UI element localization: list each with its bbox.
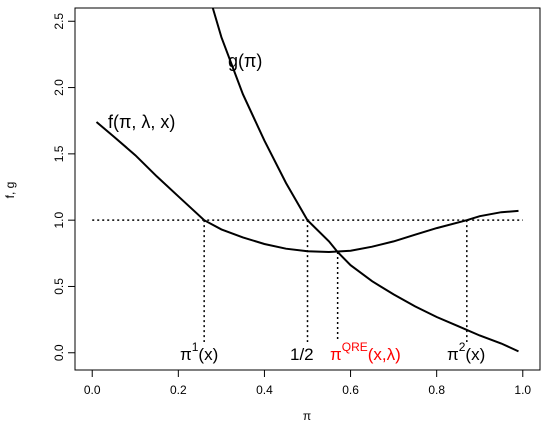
annotation: π2(x)	[447, 340, 485, 364]
x-tick-label: 0.0	[84, 383, 101, 397]
x-tick-label: 0.6	[342, 383, 359, 397]
annotation: πQRE(x,λ)	[330, 340, 401, 364]
annotation-after: (x,λ)	[368, 345, 401, 364]
annotation-text: π	[180, 345, 192, 364]
x-tick-label: 0.4	[256, 383, 273, 397]
plot-box	[74, 7, 541, 371]
x-tick-label: 0.8	[428, 383, 445, 397]
x-tick-label: 1.0	[514, 383, 531, 397]
x-axis-label: π	[303, 409, 311, 423]
curve-label: f(π, λ, x)	[108, 112, 175, 132]
y-tick-label: 0.5	[52, 278, 66, 295]
annotation-text: π	[330, 345, 342, 364]
curve-label: g(π)	[228, 51, 262, 71]
x-tick-label: 0.2	[170, 383, 187, 397]
y-axis-label: f, g	[3, 182, 17, 199]
y-tick-label: 1.5	[52, 145, 66, 162]
annotation-sup: 2	[459, 340, 466, 354]
annotation: 1/2	[290, 345, 314, 364]
y-tick-label: 2.5	[52, 13, 66, 30]
annotation-text: π	[447, 345, 459, 364]
y-tick-label: 0.0	[52, 344, 66, 361]
y-tick-label: 1.0	[52, 211, 66, 228]
curve	[211, 7, 519, 353]
annotation-sup: QRE	[342, 340, 368, 354]
curve	[95, 121, 519, 254]
annotation-after: (x)	[198, 345, 218, 364]
y-tick-label: 2.0	[52, 79, 66, 96]
annotation-sup: 1	[192, 340, 199, 354]
annotation: π1(x)	[180, 340, 218, 364]
annotation-text: 1/2	[290, 345, 314, 364]
annotation-after: (x)	[465, 345, 485, 364]
